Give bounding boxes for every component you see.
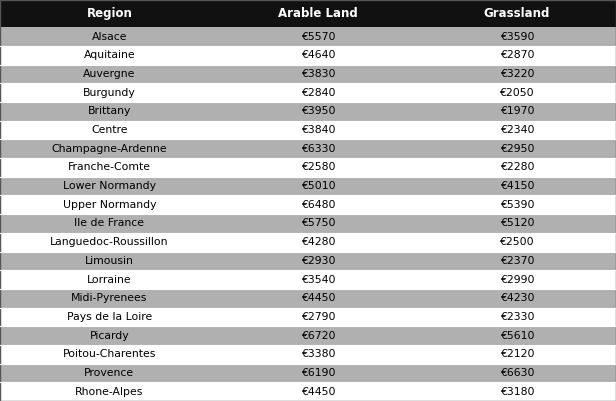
Text: €2840: €2840: [301, 88, 336, 98]
Text: €3950: €3950: [301, 106, 336, 116]
Bar: [0, 46, 616, 65]
Bar: [0, 158, 616, 177]
Text: Aquitaine: Aquitaine: [84, 50, 135, 60]
Text: €2050: €2050: [500, 88, 534, 98]
Bar: [0, 195, 616, 214]
Text: Upper Normandy: Upper Normandy: [63, 200, 156, 210]
Text: Picardy: Picardy: [89, 330, 129, 340]
Text: €4280: €4280: [301, 237, 336, 247]
Text: €6480: €6480: [301, 200, 336, 210]
Text: €5390: €5390: [500, 200, 534, 210]
Text: €4150: €4150: [500, 181, 534, 191]
Text: €6330: €6330: [301, 144, 336, 154]
Text: €2370: €2370: [500, 256, 534, 266]
Bar: [0, 364, 616, 382]
Bar: [0, 308, 616, 326]
Text: Languedoc-Roussillon: Languedoc-Roussillon: [50, 237, 169, 247]
Text: €4640: €4640: [301, 50, 336, 60]
Text: €2340: €2340: [500, 125, 534, 135]
Text: €2790: €2790: [301, 312, 336, 322]
Bar: [0, 289, 616, 308]
Text: Lorraine: Lorraine: [87, 275, 132, 285]
Text: €6630: €6630: [500, 368, 534, 378]
Bar: [0, 345, 616, 364]
Text: €3830: €3830: [301, 69, 336, 79]
Bar: [0, 382, 616, 401]
Text: €1970: €1970: [500, 106, 534, 116]
Text: €6720: €6720: [301, 330, 336, 340]
Text: €5120: €5120: [500, 219, 534, 229]
Bar: [0, 140, 616, 158]
Text: €3590: €3590: [500, 32, 534, 42]
Text: €4230: €4230: [500, 293, 534, 303]
Text: €3220: €3220: [500, 69, 534, 79]
Bar: [219, 0, 418, 27]
Text: Brittany: Brittany: [87, 106, 131, 116]
Text: €2930: €2930: [301, 256, 336, 266]
Bar: [418, 0, 616, 27]
Bar: [0, 251, 616, 270]
Bar: [0, 121, 616, 140]
Bar: [0, 177, 616, 195]
Text: €5010: €5010: [301, 181, 336, 191]
Text: €2990: €2990: [500, 275, 534, 285]
Text: €6190: €6190: [301, 368, 336, 378]
Text: €4450: €4450: [301, 293, 336, 303]
Bar: [0, 326, 616, 345]
Text: Provence: Provence: [84, 368, 134, 378]
Text: €3180: €3180: [500, 387, 534, 397]
Text: €3840: €3840: [301, 125, 336, 135]
Text: Alsace: Alsace: [92, 32, 127, 42]
Text: Arable Land: Arable Land: [278, 7, 358, 20]
Text: Ile de France: Ile de France: [75, 219, 144, 229]
Text: Centre: Centre: [91, 125, 128, 135]
Text: €5570: €5570: [301, 32, 336, 42]
Text: €3540: €3540: [301, 275, 336, 285]
Bar: [0, 233, 616, 251]
Bar: [0, 102, 616, 121]
Text: €2330: €2330: [500, 312, 534, 322]
Bar: [0, 65, 616, 83]
Text: Grassland: Grassland: [484, 7, 550, 20]
Text: €5610: €5610: [500, 330, 534, 340]
Text: Burgundy: Burgundy: [83, 88, 136, 98]
Text: €2950: €2950: [500, 144, 534, 154]
Text: €2580: €2580: [301, 162, 336, 172]
Text: €2870: €2870: [500, 50, 534, 60]
Text: Champagne-Ardenne: Champagne-Ardenne: [52, 144, 167, 154]
Bar: [0, 214, 616, 233]
Text: €2120: €2120: [500, 349, 534, 359]
Text: Rhone-Alpes: Rhone-Alpes: [75, 387, 144, 397]
Text: Region: Region: [86, 7, 132, 20]
Bar: [0, 0, 219, 27]
Text: Lower Normandy: Lower Normandy: [63, 181, 156, 191]
Text: €2500: €2500: [500, 237, 534, 247]
Bar: [0, 270, 616, 289]
Text: €4450: €4450: [301, 387, 336, 397]
Text: Midi-Pyrenees: Midi-Pyrenees: [71, 293, 147, 303]
Bar: [0, 83, 616, 102]
Text: €2280: €2280: [500, 162, 534, 172]
Text: €3380: €3380: [301, 349, 336, 359]
Text: Limousin: Limousin: [85, 256, 134, 266]
Text: Auvergne: Auvergne: [83, 69, 136, 79]
Text: €5750: €5750: [301, 219, 336, 229]
Text: Pays de la Loire: Pays de la Loire: [67, 312, 152, 322]
Bar: [0, 27, 616, 46]
Text: Poitou-Charentes: Poitou-Charentes: [63, 349, 156, 359]
Text: Franche-Comte: Franche-Comte: [68, 162, 151, 172]
